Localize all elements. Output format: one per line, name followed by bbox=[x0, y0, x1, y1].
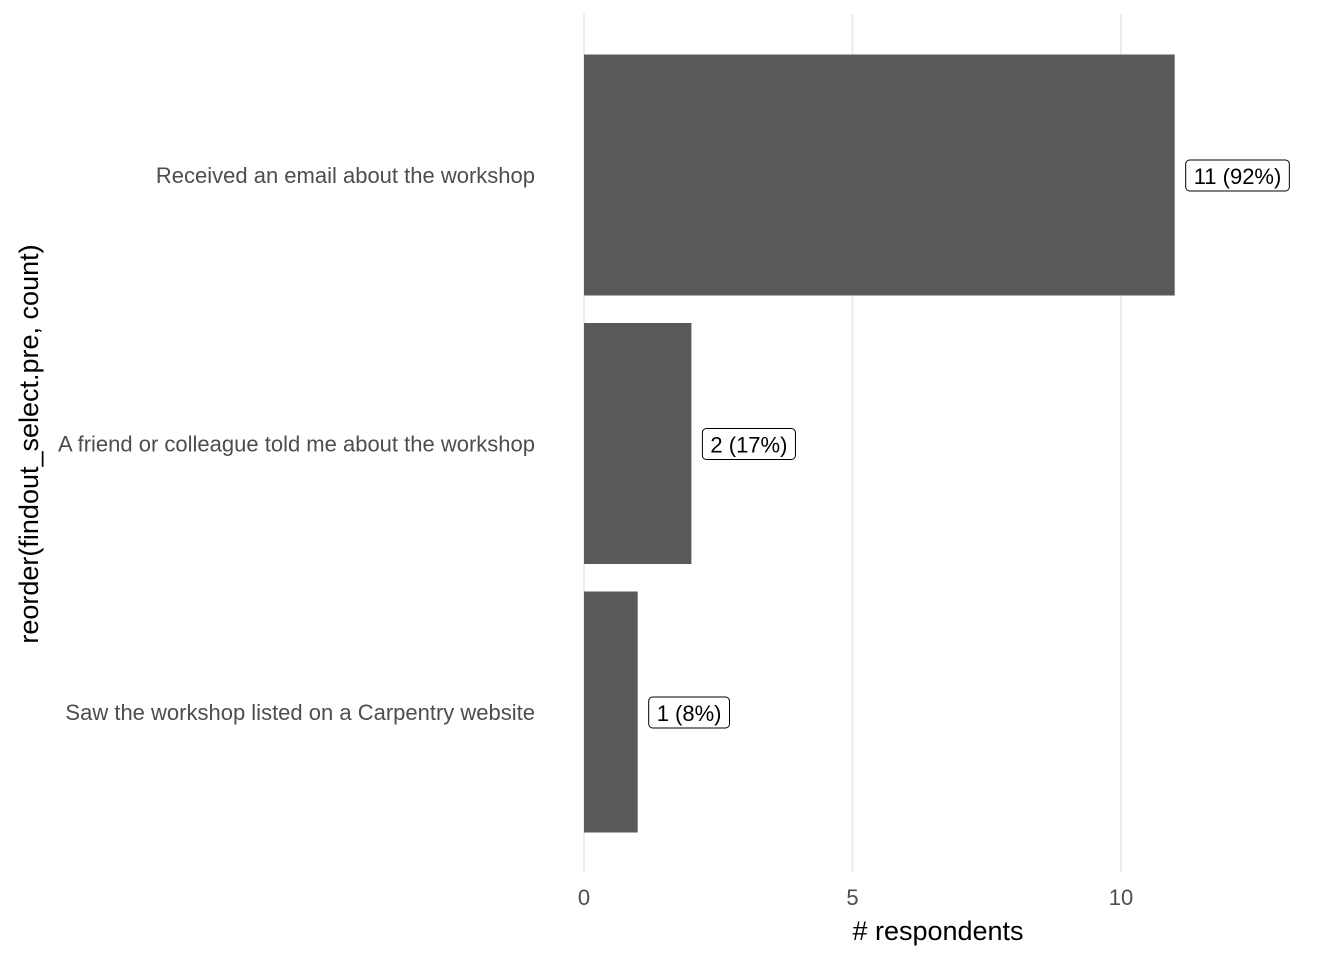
y-axis-title: reorder(findout_select.pre, count) bbox=[14, 244, 44, 643]
y-tick-label: Received an email about the workshop bbox=[156, 163, 535, 188]
data-label-box bbox=[648, 696, 730, 729]
data-label-box bbox=[701, 428, 796, 460]
data-label-box bbox=[1185, 159, 1290, 192]
data-label-text: 2 (17%) bbox=[710, 433, 787, 458]
data-label-text: 1 (8%) bbox=[657, 701, 722, 726]
x-tick-label: 5 bbox=[846, 885, 858, 910]
bar bbox=[584, 323, 692, 564]
x-tick-label: 0 bbox=[578, 885, 590, 910]
data-label: 11 (92%) bbox=[1185, 159, 1290, 192]
y-tick-label: A friend or colleague told me about the … bbox=[58, 432, 535, 457]
data-labels: 11 (92%) 2 (17%) 1 (8%) bbox=[648, 159, 1290, 729]
x-tick-label: 10 bbox=[1109, 885, 1133, 910]
bars bbox=[584, 54, 1175, 833]
x-tick-labels: 0 5 10 bbox=[578, 885, 1133, 910]
data-label-text: 11 (92%) bbox=[1194, 164, 1282, 189]
bar bbox=[584, 54, 1175, 296]
y-tick-label: Saw the workshop listed on a Carpentry w… bbox=[65, 700, 535, 725]
x-axis-title: # respondents bbox=[852, 916, 1023, 946]
data-label: 2 (17%) bbox=[701, 428, 796, 460]
y-tick-labels: Received an email about the workshop A fr… bbox=[58, 163, 535, 725]
bar bbox=[584, 591, 638, 833]
data-label: 1 (8%) bbox=[648, 696, 730, 729]
